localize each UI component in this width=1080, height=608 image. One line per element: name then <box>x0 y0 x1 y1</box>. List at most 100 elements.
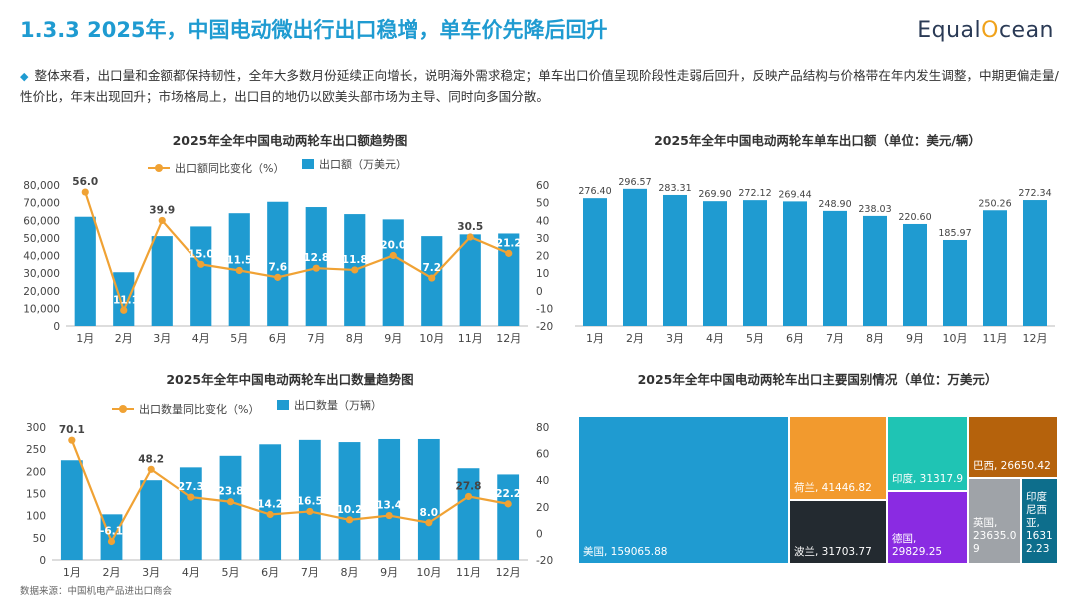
chart3-bar <box>497 474 520 560</box>
chart1-ytick-left: 50,000 <box>23 233 60 245</box>
chart3-xtick: 9月 <box>380 566 398 579</box>
chart2-title: 2025年全年中国电动两轮车单车出口额（单位：美元/辆） <box>654 133 981 148</box>
chart2-value-label: 185.97 <box>938 228 971 239</box>
chart2-bar <box>743 200 767 326</box>
chart3-line-label: -6.1 <box>100 526 123 538</box>
treemap-label-usa: 美国, 159065.88 <box>583 546 668 558</box>
chart1-xtick: 12月 <box>496 332 521 345</box>
chart2-value-label: 269.90 <box>698 189 731 200</box>
logo-text-c: cean <box>998 18 1054 43</box>
chart1-line-point <box>428 274 436 282</box>
chart2-value-label: 269.44 <box>778 189 811 200</box>
chart1-ytick-right: 40 <box>536 215 549 227</box>
chart1-line-point <box>351 266 359 274</box>
line-marker-icon <box>112 405 134 413</box>
treemap-cell-netherlands: 荷兰, 41446.82 <box>789 416 887 500</box>
treemap-label-india: 印度, 31317.9 <box>892 473 964 485</box>
chart1-ytick-left: 70,000 <box>23 198 60 210</box>
chart3-line-point <box>306 507 314 516</box>
treemap-label-poland: 波兰, 31703.77 <box>794 546 872 558</box>
chart3-yoy-line <box>70 439 509 545</box>
chart1-line-label: 21.2 <box>496 237 522 249</box>
logo-text-o: O <box>981 18 999 43</box>
chart2-xtick: 9月 <box>906 332 924 345</box>
chart3-line-label: 70.1 <box>59 424 85 436</box>
chart3-line-label: 8.0 <box>420 507 439 519</box>
diamond-bullet-icon: ◆ <box>20 70 29 83</box>
chart3-line-label: 27.8 <box>456 480 482 492</box>
chart3-line-point <box>266 510 274 519</box>
chart3-xtick: 7月 <box>301 566 319 579</box>
chart3-line-label: 23.8 <box>218 486 244 498</box>
chart3-ytick-right: 40 <box>536 475 549 487</box>
chart1-ytick-left: 0 <box>53 321 60 333</box>
chart1-line-label: 12.8 <box>303 252 329 264</box>
chart3-ytick-right: -20 <box>536 555 553 567</box>
chart1-ytick-right: 0 <box>536 286 543 298</box>
chart3-line-label: 16.5 <box>297 495 323 507</box>
chart1-xtick: 9月 <box>384 332 402 345</box>
chart3-ytick-left: 0 <box>39 555 46 567</box>
chart1-ytick-left: 40,000 <box>23 251 60 263</box>
chart3-ytick-left: 200 <box>26 466 46 478</box>
chart3-line-point <box>385 511 393 520</box>
chart1-ytick-right: 30 <box>536 233 549 245</box>
chart2-bar <box>983 210 1007 326</box>
chart2-bar <box>703 201 727 326</box>
chart1-xtick: 7月 <box>307 332 325 345</box>
chart3-line-point <box>504 500 512 508</box>
chart2-value-label: 220.60 <box>898 212 931 223</box>
chart3-xtick: 3月 <box>142 566 160 579</box>
chart3-line-point <box>187 493 195 501</box>
line-marker-icon <box>148 164 170 172</box>
treemap-label-netherlands: 荷兰, 41446.82 <box>794 482 872 494</box>
chart1-ytick-right: 10 <box>536 268 549 280</box>
chart2-value-label: 248.90 <box>818 199 851 210</box>
chart1-line-point <box>81 188 89 196</box>
chart3-ytick-left: 250 <box>26 444 46 456</box>
legend-item-bar: 出口额（万美元） <box>301 156 407 172</box>
chart1-bar <box>113 272 135 326</box>
chart2-xtick: 8月 <box>866 332 884 345</box>
chart1-line-point <box>120 306 128 314</box>
chart3-ytick-right: 0 <box>536 528 543 540</box>
chart1-line-point <box>466 233 474 241</box>
bar-swatch-icon <box>276 400 289 410</box>
chart2-xtick: 3月 <box>666 332 684 345</box>
logo-text-a: Equal <box>917 18 982 43</box>
chart1-ytick-right: 20 <box>536 251 549 263</box>
chart3-xtick: 8月 <box>341 566 359 579</box>
treemap-cell-germany: 德国, 29829.25 <box>887 491 968 564</box>
chart1-ytick-left: 10,000 <box>23 303 60 315</box>
chart2-bar <box>943 239 967 326</box>
chart2-value-label: 296.57 <box>618 177 651 188</box>
chart2-xtick: 10月 <box>943 332 968 345</box>
chart1-line-point <box>389 251 397 260</box>
chart1-ytick-right: 50 <box>536 198 549 210</box>
chart1-line-point <box>505 249 513 257</box>
legend-item-line: 出口数量同比变化（%） <box>112 401 259 417</box>
chart1-line-label: 7.6 <box>268 261 287 273</box>
summary-text: 整体来看，出口量和金额都保持韧性，全年大多数月份延续正向增长，说明海外需求稳定；… <box>20 68 1059 104</box>
chart1-line-label: 20.0 <box>380 240 406 252</box>
chart1-bar <box>190 226 212 326</box>
chart1-ytick-left: 60,000 <box>23 215 60 227</box>
chart1-line-label: 7.2 <box>422 262 441 274</box>
chart2-bar <box>663 194 687 326</box>
equalocean-logo: EqualOcean <box>917 18 1054 43</box>
chart2-value-label: 250.26 <box>978 198 1011 209</box>
chart2-xtick: 6月 <box>786 332 804 345</box>
chart3-line-point <box>107 537 116 546</box>
chart2-value-label: 283.31 <box>658 183 691 194</box>
chart1-yoy-line <box>84 191 510 314</box>
chart3-line-label: 13.4 <box>376 500 402 512</box>
chart1-line-label: 39.9 <box>149 204 175 216</box>
treemap-label-germany: 德国, 29829.25 <box>892 533 943 558</box>
chart1-xtick: 1月 <box>76 332 94 345</box>
chart1-title: 2025年全年中国电动两轮车出口额趋势图 <box>172 133 408 148</box>
treemap-cell-uk: 英国, 23635.0 9 <box>968 478 1021 564</box>
chart2-value-label: 276.40 <box>578 186 611 197</box>
chart1-line-point <box>312 264 320 272</box>
chart3-xtick: 6月 <box>261 566 279 579</box>
treemap-cell-india: 印度, 31317.9 <box>887 416 968 491</box>
